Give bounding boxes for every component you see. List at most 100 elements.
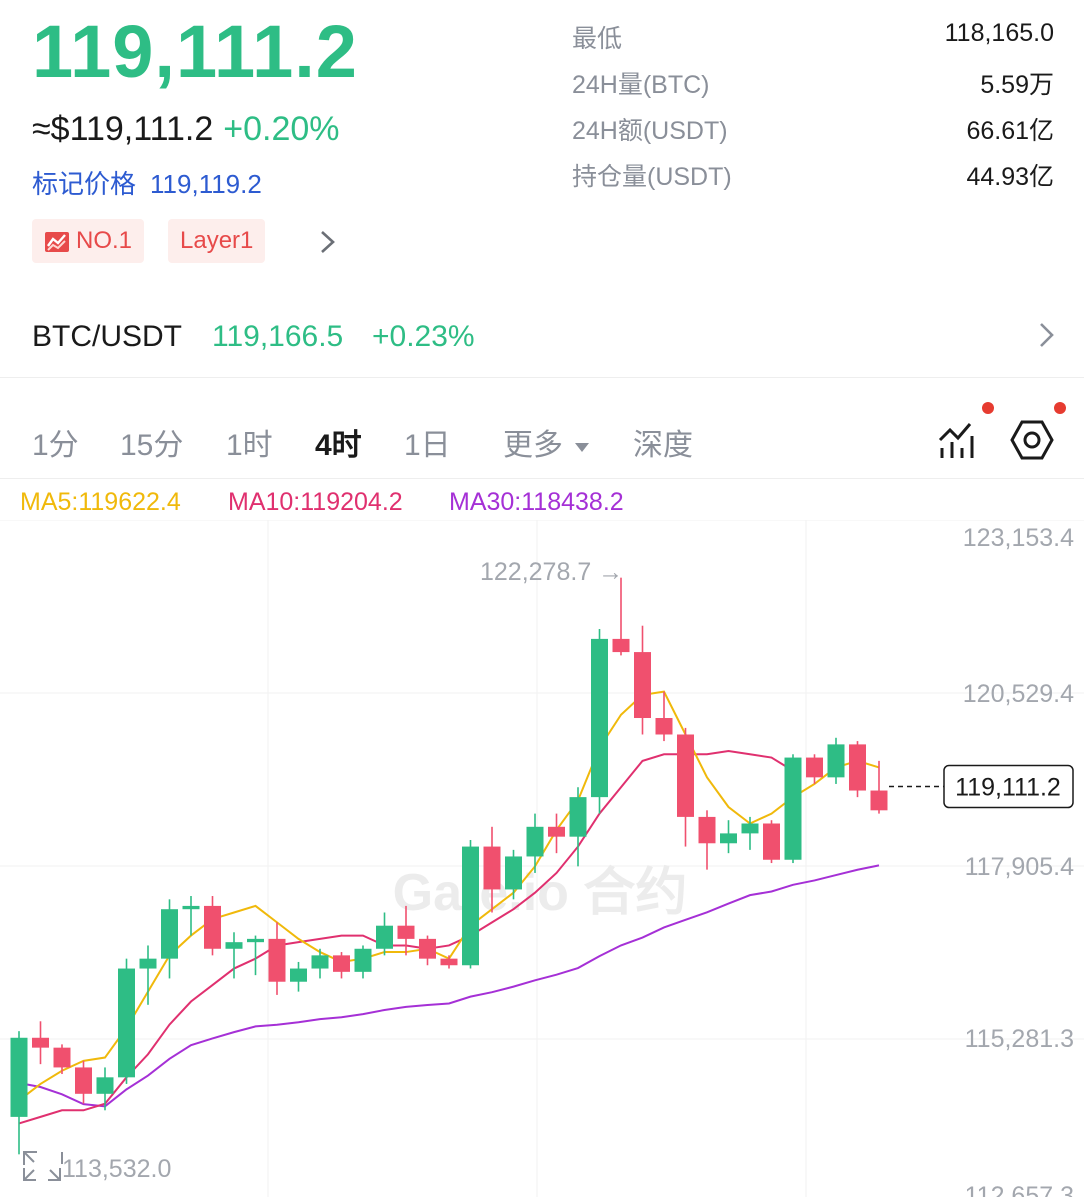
notification-dot bbox=[1054, 402, 1066, 414]
candle-body bbox=[569, 797, 587, 837]
candle-body bbox=[118, 968, 135, 1078]
candle-body bbox=[419, 938, 436, 959]
candle-body bbox=[311, 955, 329, 969]
candle-body bbox=[290, 968, 307, 982]
candle-up bbox=[182, 896, 200, 936]
high-price-annotation: 122,278.7 → bbox=[480, 558, 623, 586]
candle-body bbox=[268, 938, 286, 982]
candle-body bbox=[548, 826, 565, 837]
stat-turnover-label: 24H额(USDT) bbox=[572, 117, 728, 145]
candle-down bbox=[612, 577, 630, 656]
y-axis: 123,153.4 120,529.4 117,905.4 115,281.3 … bbox=[963, 524, 1074, 1197]
tab-depth[interactable]: 深度 bbox=[633, 429, 693, 462]
mark-price: 119,119.2 bbox=[150, 169, 262, 199]
candle-up bbox=[311, 948, 329, 979]
pair-change: +0.23% bbox=[372, 320, 475, 353]
candle-body bbox=[870, 790, 888, 811]
tab-1min[interactable]: 1分 bbox=[32, 429, 79, 462]
candle-up bbox=[354, 945, 372, 979]
candle-body bbox=[634, 652, 651, 719]
divider bbox=[0, 478, 1084, 479]
chart-grid bbox=[0, 520, 1084, 1197]
hexagon-settings-icon bbox=[1010, 420, 1054, 460]
candle-body bbox=[806, 757, 823, 778]
tag-layer1[interactable]: Layer1 bbox=[168, 219, 266, 263]
tag-label: Layer1 bbox=[180, 227, 254, 254]
last-price: 119,111.2 bbox=[32, 10, 358, 93]
candle-up bbox=[161, 899, 178, 979]
candle-up bbox=[225, 932, 243, 979]
tag-no1[interactable]: NO.1 bbox=[32, 219, 145, 263]
y-tick: 112,657.3 bbox=[965, 1182, 1074, 1197]
current-price-value: 119,111.2 bbox=[955, 773, 1061, 801]
ma10-label: MA10:119204.2 bbox=[228, 488, 403, 516]
candle-body bbox=[720, 833, 737, 844]
mark-price-line[interactable]: 标记价格 119,119.2 bbox=[32, 164, 262, 201]
candle-up bbox=[462, 839, 479, 969]
candle-down bbox=[397, 905, 415, 956]
candle-up bbox=[10, 1031, 28, 1155]
fullscreen-icon bbox=[23, 1151, 63, 1181]
candle-body bbox=[204, 905, 221, 949]
stat-low-value: 118,165.0 bbox=[944, 19, 1054, 47]
chevron-right-icon bbox=[1040, 323, 1054, 347]
candle-down bbox=[548, 813, 565, 854]
candle-body bbox=[483, 846, 501, 890]
candle-down bbox=[32, 1021, 49, 1065]
y-tick: 120,529.4 bbox=[963, 680, 1074, 708]
candle-body bbox=[698, 816, 716, 844]
candle-body bbox=[827, 744, 845, 778]
candle-body bbox=[784, 757, 802, 860]
candle-body bbox=[462, 846, 479, 966]
trend-chart-icon bbox=[45, 231, 69, 252]
candle-down bbox=[677, 727, 694, 847]
candle-down bbox=[419, 935, 436, 966]
candles bbox=[10, 577, 888, 1155]
candle-up bbox=[526, 813, 544, 873]
candle-down bbox=[483, 826, 501, 913]
tab-more[interactable]: 更多 bbox=[503, 420, 591, 464]
candle-body bbox=[677, 734, 694, 817]
candle-down bbox=[634, 625, 651, 735]
candle-body bbox=[440, 958, 458, 966]
stat-turnover-value: 66.61亿 bbox=[966, 117, 1054, 145]
divider bbox=[0, 377, 1084, 378]
candle-up bbox=[247, 935, 264, 976]
candle-down bbox=[763, 820, 780, 864]
tag-label: NO.1 bbox=[76, 227, 133, 254]
stat-open-interest-value: 44.93亿 bbox=[966, 163, 1054, 191]
candle-up bbox=[290, 961, 307, 992]
fullscreen-button[interactable] bbox=[23, 1151, 63, 1181]
candle-down bbox=[655, 691, 673, 742]
candle-down bbox=[698, 810, 716, 870]
candle-up bbox=[569, 787, 587, 867]
tab-1d[interactable]: 1日 bbox=[404, 429, 451, 462]
stat-volume-label: 24H量(BTC) bbox=[572, 71, 710, 99]
candle-body bbox=[763, 823, 780, 860]
candle-body bbox=[354, 948, 372, 972]
tab-15min[interactable]: 15分 bbox=[120, 429, 184, 462]
candle-body bbox=[376, 925, 393, 949]
chart-settings-button[interactable] bbox=[1010, 402, 1066, 462]
candle-up bbox=[96, 1067, 114, 1111]
ma30-line bbox=[18, 864, 880, 1108]
tab-4h[interactable]: 4时 bbox=[315, 429, 362, 462]
candle-up bbox=[139, 945, 157, 1005]
candle-down bbox=[849, 741, 866, 798]
kline-chart[interactable]: Gate.io 合约 123,153.4 120,529.4 117,905.4… bbox=[0, 520, 1084, 1197]
indicator-button[interactable] bbox=[936, 402, 994, 462]
candle-body bbox=[96, 1077, 114, 1094]
candle-down bbox=[204, 896, 221, 956]
notification-dot bbox=[982, 402, 994, 414]
candle-body bbox=[505, 856, 522, 890]
low-price-annotation: 113,532.0 bbox=[62, 1155, 171, 1183]
pair-name: BTC/USDT bbox=[32, 320, 182, 353]
usd-price-line: ≈$119,111.2 +0.20% bbox=[32, 108, 340, 150]
spot-pair-row[interactable]: BTC/USDT 119,166.5 +0.23% bbox=[0, 300, 1084, 376]
chevron-right-icon[interactable] bbox=[316, 228, 340, 256]
ma30-line bbox=[18, 864, 880, 1108]
candle-body bbox=[53, 1047, 71, 1068]
ma30-label: MA30:118438.2 bbox=[449, 488, 624, 516]
tab-1h[interactable]: 1时 bbox=[226, 429, 273, 462]
candle-down bbox=[75, 1060, 92, 1104]
